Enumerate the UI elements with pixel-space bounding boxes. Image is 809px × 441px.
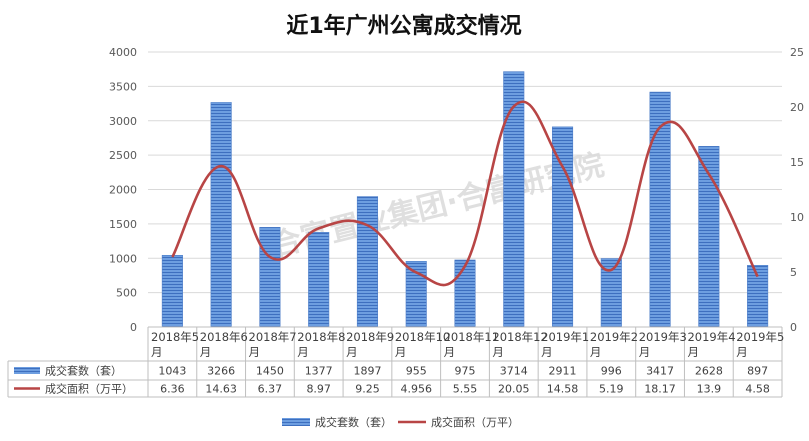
- category-label: 月: [395, 345, 407, 359]
- data-label: 13.9: [697, 383, 722, 396]
- category-label: 月: [346, 345, 358, 359]
- data-label: 14.58: [547, 383, 579, 396]
- row-key-bar: [14, 367, 40, 374]
- legend-label: 成交面积（万平）: [431, 415, 519, 429]
- data-label: 6.36: [160, 383, 185, 396]
- data-label: 975: [455, 365, 476, 378]
- category-label: 2019年2: [590, 330, 638, 344]
- legend: 成交套数（套） 成交面积（万平）: [282, 415, 519, 429]
- left-tick-label: 4000: [109, 46, 137, 59]
- right-tick-label: 0: [790, 321, 797, 334]
- bar-series: [161, 71, 769, 328]
- row-header: 成交套数（套）: [45, 364, 122, 378]
- category-label: 月: [590, 345, 602, 359]
- bar: [259, 227, 281, 328]
- category-label: 月: [492, 345, 504, 359]
- bar: [454, 259, 476, 328]
- right-tick-label: 10: [790, 211, 804, 224]
- legend-label: 成交套数（套）: [315, 415, 392, 429]
- left-tick-label: 1000: [109, 252, 137, 265]
- data-label: 1897: [353, 365, 381, 378]
- category-label: 月: [444, 345, 456, 359]
- left-tick-label: 2500: [109, 149, 137, 162]
- data-label: 1043: [158, 365, 186, 378]
- data-label: 9.25: [355, 383, 380, 396]
- data-label: 4.956: [400, 383, 432, 396]
- bar: [503, 71, 525, 328]
- data-label: 955: [406, 365, 427, 378]
- data-label: 6.37: [258, 383, 283, 396]
- category-label: 月: [541, 345, 553, 359]
- data-label: 2628: [695, 365, 723, 378]
- right-tick-label: 20: [790, 101, 804, 114]
- category-label: 2018年6: [200, 330, 248, 344]
- category-label: 2019年4: [687, 330, 735, 344]
- left-tick-label: 3000: [109, 115, 137, 128]
- left-tick-label: 3500: [109, 80, 137, 93]
- data-table: 2018年5月2018年6月2018年7月2018年8月2018年9月2018年…: [7, 326, 784, 398]
- bar: [161, 254, 183, 328]
- category-label: 月: [736, 345, 748, 359]
- left-axis: 0 500 1000 1500 2000 2500 3000 3500 4000: [109, 46, 137, 334]
- data-label: 897: [747, 365, 768, 378]
- category-label: 2019年5: [736, 330, 784, 344]
- data-label: 996: [601, 365, 622, 378]
- bar: [551, 126, 574, 328]
- category-label: 2019年3: [639, 330, 687, 344]
- data-label: 5.55: [453, 383, 478, 396]
- category-label: 2018年10: [395, 330, 450, 344]
- data-label: 18.17: [644, 383, 676, 396]
- data-label: 20.05: [498, 383, 530, 396]
- category-label: 2018年9: [346, 330, 394, 344]
- data-label: 8.97: [306, 383, 331, 396]
- row-header: 成交面积（万平）: [45, 382, 133, 396]
- bar: [308, 232, 330, 328]
- category-label: 2018年11: [444, 330, 499, 344]
- right-tick-label: 5: [790, 266, 797, 279]
- category-label: 月: [687, 345, 699, 359]
- bar: [210, 102, 232, 328]
- right-axis: 0 5 10 15 20 25: [790, 46, 804, 334]
- line-series: [171, 100, 759, 287]
- left-tick-label: 0: [130, 321, 137, 334]
- data-label: 1377: [305, 365, 333, 378]
- data-label: 14.63: [205, 383, 237, 396]
- data-label: 2911: [549, 365, 577, 378]
- bar: [356, 196, 379, 328]
- category-label: 月: [249, 345, 260, 359]
- chart-title: 近1年广州公寓成交情况: [286, 13, 521, 39]
- category-label: 2018年7: [249, 330, 297, 344]
- right-tick-label: 25: [790, 46, 804, 59]
- category-label: 2018年12: [492, 330, 547, 344]
- data-label: 4.58: [745, 383, 770, 396]
- left-tick-label: 1500: [109, 218, 137, 231]
- legend-key-bar: [282, 418, 310, 426]
- right-tick-label: 15: [790, 156, 804, 169]
- left-tick-label: 2000: [109, 184, 137, 197]
- category-label: 月: [639, 345, 651, 359]
- data-label: 1450: [256, 365, 284, 378]
- category-label: 月: [200, 345, 212, 359]
- data-label: 3417: [646, 365, 674, 378]
- category-label: 月: [297, 345, 309, 359]
- data-label: 5.19: [599, 383, 624, 396]
- category-label: 月: [151, 345, 163, 359]
- category-label: 2018年5: [151, 330, 199, 344]
- category-label: 2019年1: [541, 330, 589, 344]
- category-label: 2018年8: [297, 330, 345, 344]
- data-label: 3714: [500, 365, 528, 378]
- data-label: 3266: [207, 365, 235, 378]
- left-tick-label: 500: [116, 287, 137, 300]
